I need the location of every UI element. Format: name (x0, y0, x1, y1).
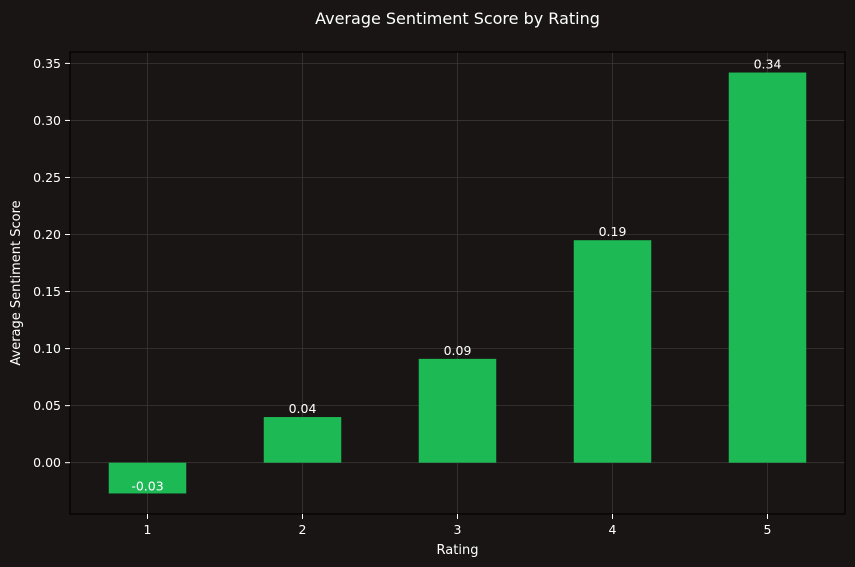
y-tick-label: 0.35 (33, 56, 61, 71)
y-tick-label: 0.15 (33, 284, 61, 299)
x-tick-label: 4 (609, 522, 617, 537)
x-tick-label: 1 (144, 522, 152, 537)
chart-title: Average Sentiment Score by Rating (315, 9, 600, 28)
x-tick-label: 2 (299, 522, 307, 537)
bar-rating-3 (418, 358, 497, 463)
bar-rating-2 (263, 417, 342, 463)
data-labels-layer: -0.03 0.04 0.09 0.19 0.34 (131, 57, 781, 494)
x-axis-title: Rating (437, 543, 479, 558)
bars-layer (108, 72, 807, 494)
y-tick-label: 0.10 (33, 341, 61, 356)
y-tick-label: 0.05 (33, 398, 61, 413)
bar-rating-1 (108, 462, 187, 494)
y-tick-label: 0.25 (33, 170, 61, 185)
y-tick-label: 0.30 (33, 113, 61, 128)
bar-data-label: 0.34 (754, 57, 782, 72)
y-ticks-layer: 0.00 0.05 0.10 0.15 0.20 0.25 0.30 0.35 (33, 56, 70, 470)
x-tick-label: 5 (764, 522, 772, 537)
y-axis-title: Average Sentiment Score (9, 200, 24, 365)
y-tick-label: 0.20 (33, 227, 61, 242)
bar-data-label: 0.19 (599, 224, 627, 239)
bar-data-label: -0.03 (131, 478, 163, 493)
bar-rating-4 (573, 240, 652, 463)
bar-rating-5 (728, 72, 807, 463)
bar-data-label: 0.04 (289, 401, 317, 416)
x-tick-label: 3 (454, 522, 462, 537)
x-ticks-layer: 1 2 3 4 5 (144, 514, 772, 537)
bar-data-label: 0.09 (444, 343, 472, 358)
y-tick-label: 0.00 (33, 455, 61, 470)
